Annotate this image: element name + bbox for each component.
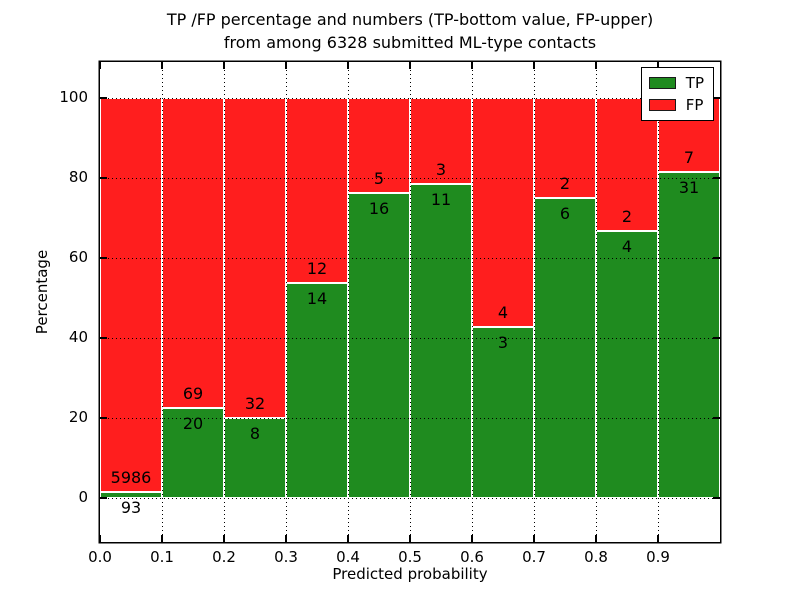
tp-count-label: 6: [559, 204, 571, 223]
bar-segment-tp: [534, 198, 596, 498]
fp-count-label: 69: [182, 384, 204, 404]
x-tick-label: 0.6: [460, 548, 484, 566]
bar-segment-tp: [472, 326, 534, 498]
tp-count-label: 93: [120, 497, 142, 517]
x-tick-top: [285, 62, 287, 69]
x-tick-label: 0.1: [150, 548, 174, 566]
bar-segment-tp: [658, 171, 720, 498]
x-tick: [595, 535, 597, 542]
legend-label: FP: [685, 96, 704, 114]
x-tick-top: [595, 62, 597, 69]
legend-item: TP: [648, 72, 704, 94]
tp-count-label: 20: [182, 414, 204, 434]
plot-area: TP FP 5986 93 69 20 32 8 12 14 5 16 3 11 4 3 2 6 2 4 7 31: [99, 62, 720, 542]
x-tick-label: 0.2: [212, 548, 236, 566]
legend-label: TP: [685, 74, 704, 92]
y-tick-label: 0: [78, 488, 88, 506]
bar-segment-fp: [410, 98, 472, 184]
x-tick-top: [223, 62, 225, 69]
y-tick-label: 60: [68, 248, 88, 266]
x-tick: [409, 535, 411, 542]
y-tick-label: 40: [68, 328, 88, 346]
bar-segment-tp: [596, 231, 658, 498]
x-tick: [347, 535, 349, 542]
x-tick-top: [161, 62, 163, 69]
legend-swatch: [648, 77, 676, 89]
bar-segment-fp: [472, 98, 534, 327]
x-tick-label: 0.4: [336, 548, 360, 566]
fp-count-label: 32: [244, 394, 266, 413]
y-tick: [100, 497, 107, 499]
bar-segment-fp: [224, 98, 286, 418]
tp-count-label: 31: [678, 177, 700, 197]
x-tick-label: 0.0: [88, 548, 112, 566]
fp-count-label: 5: [373, 169, 385, 189]
y-tick: [100, 177, 107, 179]
h-gridline: [100, 498, 720, 499]
x-tick-label: 0.3: [274, 548, 298, 566]
x-tick-top: [533, 62, 535, 69]
x-tick-top: [471, 62, 473, 69]
tp-count-label: 8: [249, 424, 261, 443]
bar-segment-fp: [100, 98, 162, 492]
y-tick-label: 20: [68, 408, 88, 426]
bar-segment-tp: [100, 491, 162, 498]
legend-item: FP: [648, 94, 704, 116]
x-tick: [223, 535, 225, 542]
y-tick: [100, 337, 107, 339]
tp-count-label: 11: [430, 189, 452, 209]
fp-count-label: 2: [559, 174, 571, 193]
x-tick-label: 0.7: [522, 548, 546, 566]
x-tick: [161, 535, 163, 542]
x-axis-label: Predicted probability: [332, 565, 488, 583]
fp-count-label: 7: [683, 147, 695, 167]
bar-segment-fp: [162, 98, 224, 409]
y-tick: [100, 257, 107, 259]
chart-title: TP /FP percentage and numbers (TP-bottom…: [90, 8, 730, 54]
chart-title-line1: TP /FP percentage and numbers (TP-bottom…: [166, 10, 654, 29]
fp-count-label: 12: [306, 258, 328, 278]
y-tick-right: [713, 337, 720, 339]
bar-segment-tp: [286, 282, 348, 498]
fp-count-label: 4: [497, 302, 509, 322]
fp-count-label: 5986: [110, 467, 152, 487]
x-tick: [285, 535, 287, 542]
x-tick-top: [99, 62, 101, 69]
x-tick: [471, 535, 473, 542]
tp-count-label: 3: [497, 332, 509, 352]
bar-segment-tp: [162, 408, 224, 498]
x-tick-top: [409, 62, 411, 69]
tp-count-label: 14: [306, 288, 328, 308]
legend: TP FP: [640, 67, 714, 121]
x-tick-top: [347, 62, 349, 69]
chart-title-line2: from among 6328 submitted ML-type contac…: [223, 33, 597, 52]
y-tick-right: [713, 417, 720, 419]
bar-segment-tp: [410, 183, 472, 498]
x-tick-label: 0.5: [398, 548, 422, 566]
x-tick-label: 0.9: [646, 548, 670, 566]
bar-segment-fp: [286, 98, 348, 283]
fp-count-label: 2: [621, 207, 633, 227]
tp-count-label: 4: [621, 237, 633, 257]
x-tick: [533, 535, 535, 542]
fp-count-label: 3: [435, 159, 447, 179]
y-tick-right: [713, 177, 720, 179]
y-tick-right: [713, 97, 720, 99]
y-tick-label: 80: [68, 168, 88, 186]
legend-swatch: [648, 99, 676, 111]
x-tick-label: 0.8: [584, 548, 608, 566]
y-tick: [100, 417, 107, 419]
y-tick-right: [713, 257, 720, 259]
y-tick-label: 100: [59, 88, 88, 106]
y-tick: [100, 97, 107, 99]
bar-segment-tp: [348, 193, 410, 498]
tp-count-label: 16: [368, 199, 390, 219]
x-tick: [99, 535, 101, 542]
x-tick: [657, 535, 659, 542]
y-tick-right: [713, 497, 720, 499]
